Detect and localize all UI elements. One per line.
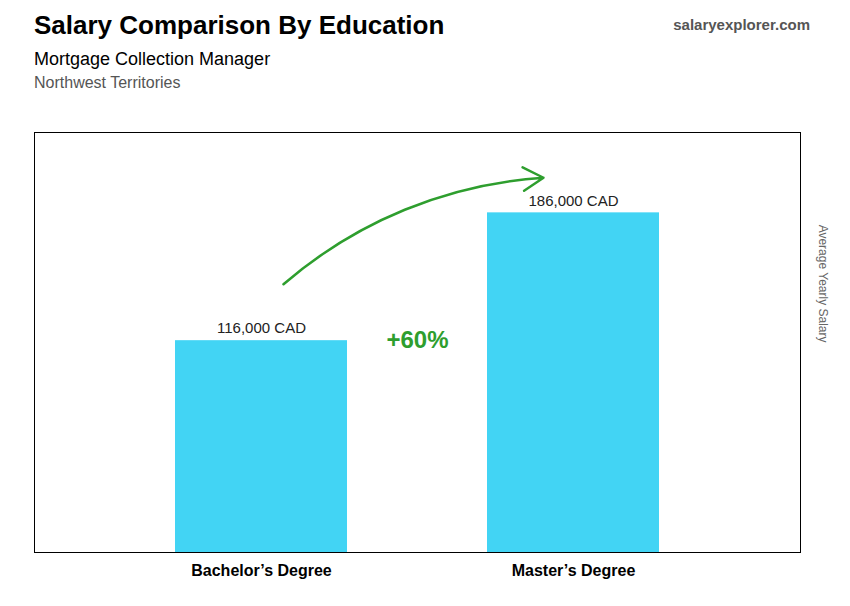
svg-text:Master’s Degree: Master’s Degree [512,562,636,579]
html-text:salaryexplorer.com: salaryexplorer.com [673,16,810,33]
html-text:Salary Comparison By Education: Salary Comparison By Education [34,10,445,40]
html-text:Mortgage Collection Manager: Mortgage Collection Manager [34,49,271,69]
html-text:Northwest Territories: Northwest Territories [34,74,181,91]
svg-text:186,000 CAD: 186,000 CAD [528,192,618,209]
svg-text:Average Yearly Salary: Average Yearly Salary [816,225,830,343]
svg-text:116,000 CAD: 116,000 CAD [217,319,306,336]
svg-text:Bachelor’s Degree: Bachelor’s Degree [191,562,332,579]
svg-text:+60%: +60% [386,326,448,353]
